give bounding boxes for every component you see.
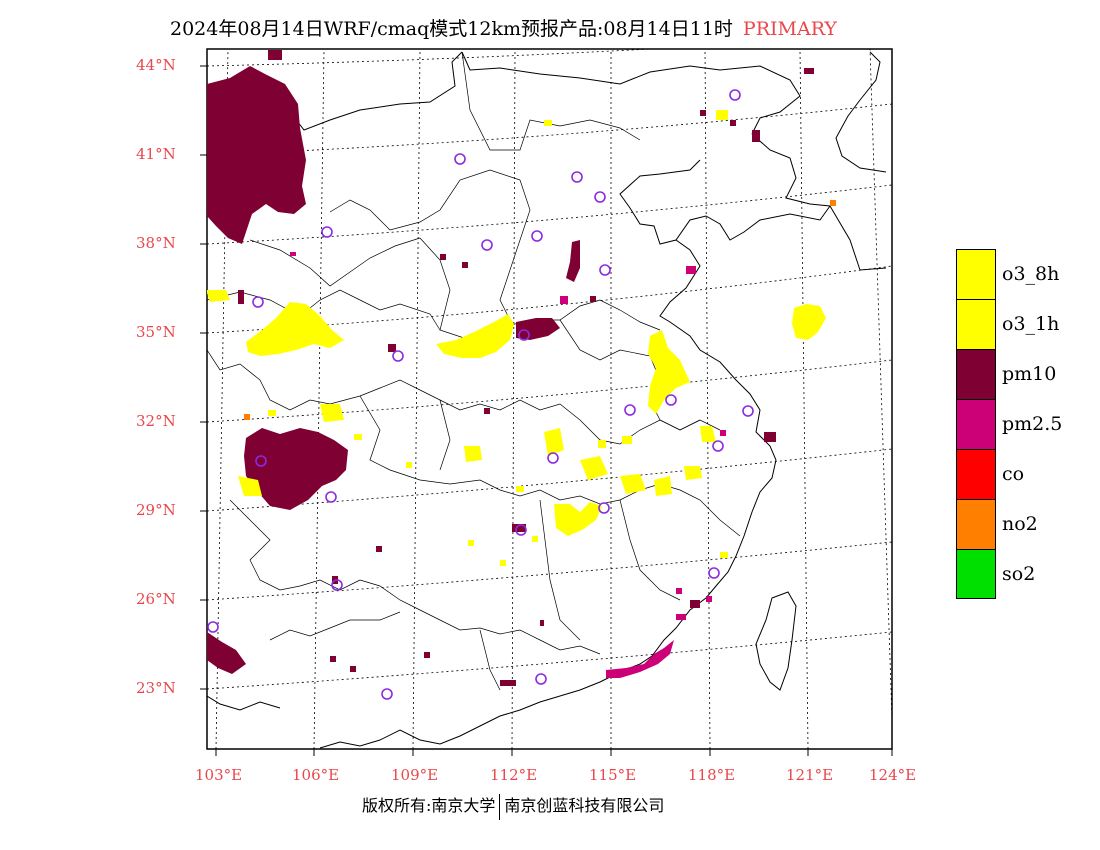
lat-label-44: 44°N	[136, 56, 176, 74]
graticule-longitude	[215, 49, 892, 749]
legend-label: so2	[1002, 563, 1036, 585]
lon-label-103: 103°E	[195, 766, 243, 784]
lat-label-23: 23°N	[136, 679, 176, 697]
graticule-latitude	[207, 49, 892, 690]
lat-label-26: 26°N	[136, 590, 176, 608]
legend-swatch	[956, 249, 996, 299]
lon-label-124: 124°E	[869, 766, 917, 784]
pm10-areas	[207, 50, 814, 686]
pm10-area-south	[207, 632, 246, 674]
pm10-area-strip	[566, 240, 580, 282]
legend-label: pm10	[1002, 363, 1057, 385]
copyright-footer: 版权所有:南京大学 南京创蓝科技有限公司	[362, 792, 664, 820]
o3-areas	[207, 110, 826, 566]
legend-label: o3_1h	[1002, 313, 1060, 335]
lon-label-118: 118°E	[688, 766, 736, 784]
legend-label: no2	[1002, 513, 1038, 535]
o3-area-south	[554, 502, 602, 536]
station-markers	[207, 89, 754, 700]
legend-swatch	[956, 349, 996, 399]
lat-label-32: 32°N	[136, 412, 176, 430]
lat-label-41: 41°N	[136, 145, 176, 163]
lat-label-38: 38°N	[136, 234, 176, 252]
legend-swatch	[956, 549, 996, 599]
lat-label-35: 35°N	[136, 323, 176, 341]
lon-label-121: 121°E	[786, 766, 834, 784]
title-tag: PRIMARY	[742, 18, 837, 40]
pm10-area-southwest	[244, 428, 348, 510]
o3-area-sea	[792, 304, 826, 340]
footer-divider	[499, 793, 501, 820]
o3-area-east	[648, 330, 690, 414]
lon-label-109: 109°E	[391, 766, 439, 784]
footer-owner: 版权所有:南京大学	[362, 796, 496, 815]
footer-company: 南京创蓝科技有限公司	[504, 796, 665, 815]
lat-label-29: 29°N	[136, 501, 176, 519]
legend-swatch	[956, 399, 996, 449]
pm10-area-north	[207, 66, 306, 244]
legend-swatch	[956, 499, 996, 549]
o3-area-central	[436, 314, 514, 358]
o3-area-west	[246, 302, 344, 356]
lon-label-112: 112°E	[490, 766, 538, 784]
map-frame	[206, 48, 893, 750]
axis-ticks	[200, 65, 893, 756]
pm25-areas	[290, 252, 726, 678]
no2-areas	[244, 200, 836, 420]
legend-label: pm2.5	[1002, 413, 1063, 435]
legend-label: co	[1002, 463, 1025, 485]
pm25-area-coast	[606, 640, 674, 678]
legend-swatch	[956, 299, 996, 349]
legend-swatch	[956, 449, 996, 499]
lon-label-115: 115°E	[589, 766, 637, 784]
pm10-area-central	[516, 318, 560, 340]
boundary-lines	[207, 51, 887, 749]
title-text: 2024年08月14日WRF/cmaq模式12km预报产品:08月14日11时	[170, 18, 733, 40]
lon-label-106: 106°E	[292, 766, 340, 784]
map-title: 2024年08月14日WRF/cmaq模式12km预报产品:08月14日11时 P…	[170, 14, 837, 41]
legend-label: o3_8h	[1002, 263, 1060, 285]
